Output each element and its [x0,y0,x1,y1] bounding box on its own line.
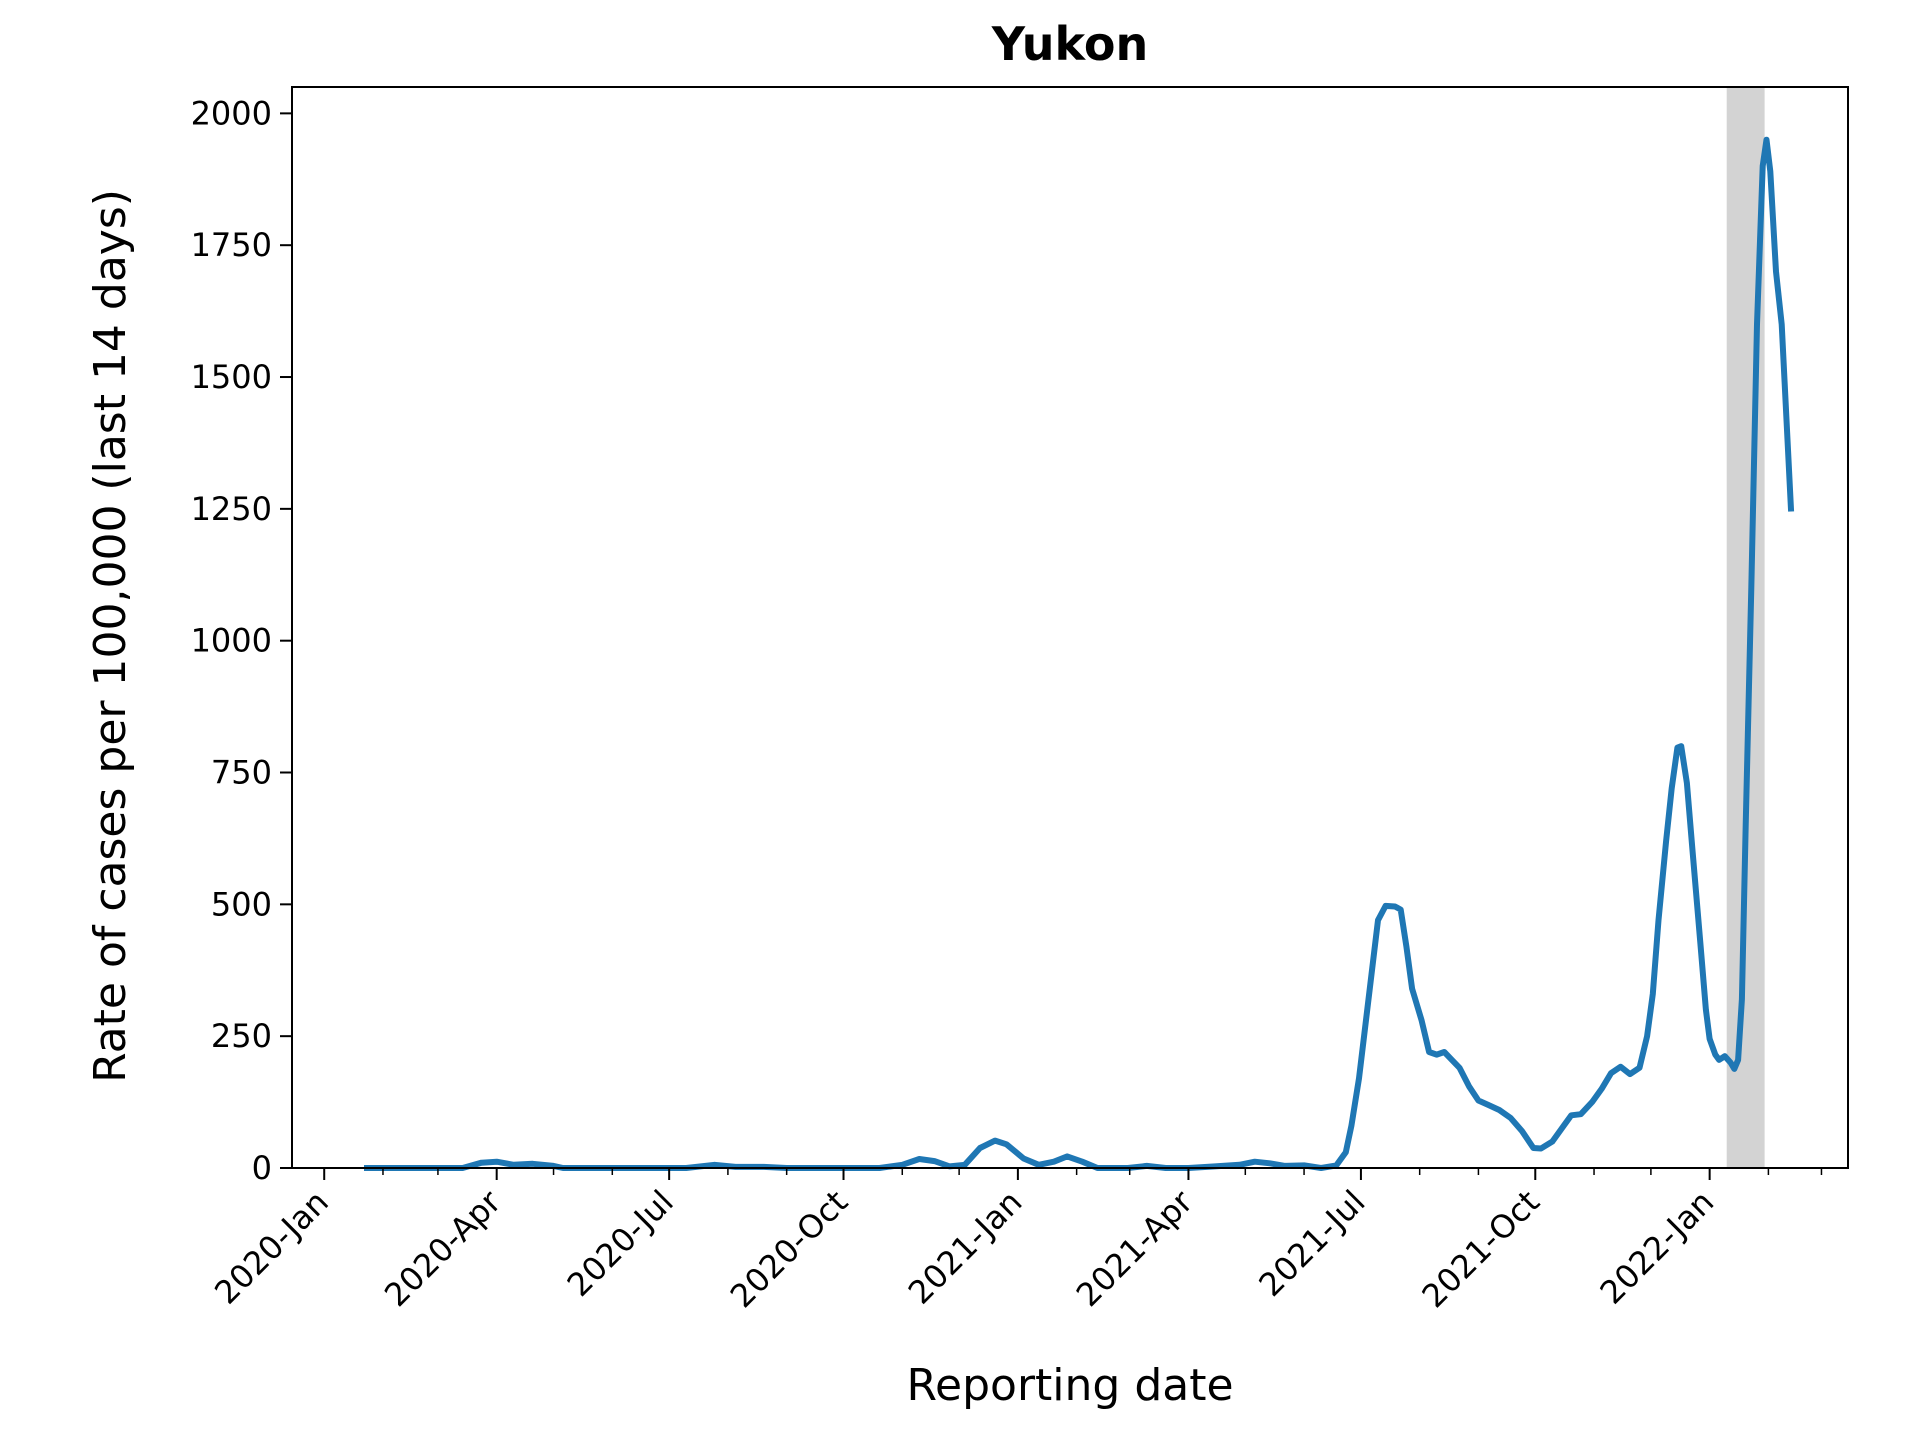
y-axis-label: Rate of cases per 100,000 (last 14 days) [85,189,136,1083]
axes-frame [291,86,1849,1169]
y-tick-label-5: 1250 [191,490,272,528]
y-tick-label-4: 1000 [191,622,272,660]
series-line-0 [364,136,1795,1171]
y-tick-label-1: 250 [211,1017,272,1055]
x-axis-label: Reporting date [906,1360,1233,1411]
y-tick-label-7: 1750 [191,226,272,264]
y-tick-label-8: 2000 [191,94,272,132]
y-tick-label-6: 1500 [191,358,272,396]
y-tick-label-2: 500 [211,885,272,923]
chart-title: Yukon [991,17,1148,71]
y-tick-label-3: 750 [211,754,272,792]
y-tick-label-0: 0 [252,1149,272,1187]
